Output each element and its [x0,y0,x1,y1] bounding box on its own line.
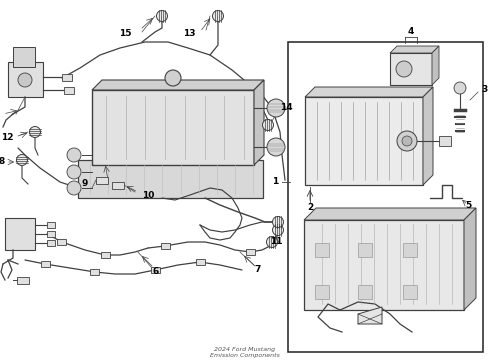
FancyBboxPatch shape [92,90,254,165]
Bar [403,243,417,257]
FancyBboxPatch shape [78,160,263,198]
Circle shape [17,154,27,166]
Circle shape [272,216,284,228]
Text: 14: 14 [280,104,293,112]
Text: 15: 15 [120,30,132,39]
Bar [62,73,72,81]
Circle shape [67,181,81,195]
FancyBboxPatch shape [8,62,43,97]
Bar [315,243,329,257]
Bar [358,243,372,257]
Text: 11: 11 [270,238,282,247]
Text: 8: 8 [0,158,5,166]
Bar [100,252,109,258]
Text: 3: 3 [481,85,487,94]
Polygon shape [305,87,433,97]
Circle shape [272,225,284,235]
Bar [47,240,55,246]
Text: 10: 10 [142,190,154,199]
Text: 5: 5 [465,201,471,210]
Text: 4: 4 [408,27,414,36]
Polygon shape [254,80,264,165]
Text: 13: 13 [183,30,196,39]
Bar [13,47,35,67]
Circle shape [67,165,81,179]
Polygon shape [390,46,439,53]
Bar [47,231,55,237]
Text: 12: 12 [1,134,14,143]
Circle shape [396,61,412,77]
Polygon shape [464,208,476,310]
Circle shape [267,99,285,117]
Circle shape [156,10,168,22]
Circle shape [267,138,285,156]
Polygon shape [92,80,264,90]
FancyBboxPatch shape [304,220,464,310]
Bar [315,285,329,299]
Bar [91,269,99,275]
Circle shape [165,70,181,86]
Bar [17,276,29,284]
Circle shape [454,82,466,94]
Circle shape [267,237,277,248]
Bar [245,249,254,255]
Text: 2: 2 [307,202,313,211]
Circle shape [263,120,273,130]
Bar [57,239,67,245]
Bar [64,86,74,94]
Text: 6: 6 [153,266,159,275]
Bar [5,218,35,250]
Circle shape [213,10,223,22]
Bar [47,222,55,228]
Circle shape [29,126,41,138]
Circle shape [67,148,81,162]
Polygon shape [423,87,433,185]
Text: 1: 1 [272,177,278,186]
Bar [150,267,160,273]
Bar [403,285,417,299]
Bar [288,42,483,352]
Text: 2024 Ford Mustang
Emission Components: 2024 Ford Mustang Emission Components [210,347,280,358]
Text: 9: 9 [82,180,88,189]
Bar [41,261,49,267]
Circle shape [402,136,412,146]
Circle shape [397,131,417,151]
FancyBboxPatch shape [390,53,432,85]
Text: 7: 7 [255,266,261,274]
Bar [161,243,170,249]
Polygon shape [432,46,439,85]
Bar [439,136,451,146]
Bar [96,176,108,184]
FancyBboxPatch shape [305,97,423,185]
Bar [196,259,204,265]
Bar [112,181,124,189]
Polygon shape [358,307,382,324]
Bar [358,285,372,299]
Polygon shape [304,208,476,220]
Circle shape [18,73,32,87]
